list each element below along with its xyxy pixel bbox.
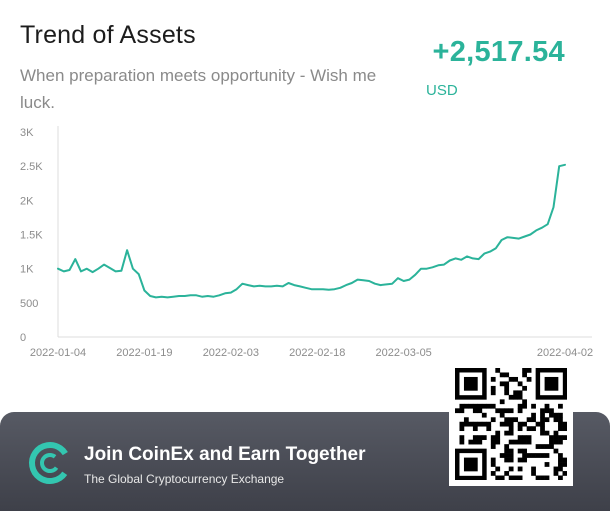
promo-tagline: The Global Cryptocurrency Exchange (84, 472, 285, 486)
y-tick-label: 2.5K (20, 161, 43, 173)
asset-trend-chart: 0 500 1K 1.5K 2K 2.5K 3K 2022-01-04 2022-01-19 20… (20, 126, 593, 359)
promo-headline: Join CoinEx and Earn Together (84, 444, 366, 465)
y-tick-label: 1.5K (20, 230, 43, 242)
page-title: Trend of Assets (20, 21, 196, 49)
x-tick-label: 2022-02-03 (203, 347, 259, 359)
y-tick-label: 3K (20, 127, 34, 139)
series-line (57, 163, 566, 299)
y-tick-label: 1K (20, 264, 34, 276)
coinex-logo-icon (29, 442, 71, 484)
x-tick-label: 2022-01-19 (116, 347, 172, 359)
y-tick-label: 0 (20, 332, 26, 344)
asset-gain-currency: USD (426, 82, 458, 99)
page-subtitle: When preparation meets opportunity - Wis… (20, 66, 377, 112)
qr-code-icon (449, 362, 573, 486)
y-tick-label: 500 (20, 298, 38, 310)
x-tick-label: 2022-01-04 (30, 347, 86, 359)
y-tick-label: 2K (20, 195, 34, 207)
asset-gain-value: +2,517.54 (432, 36, 565, 68)
x-tick-label: 2022-02-18 (289, 347, 345, 359)
x-tick-label: 2022-04-02 (537, 347, 593, 359)
x-tick-label: 2022-03-05 (376, 347, 432, 359)
